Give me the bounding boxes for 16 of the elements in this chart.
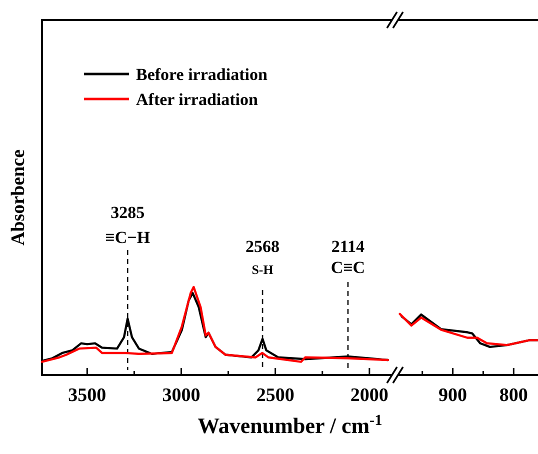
y-axis-title: Absorbence [8,149,29,246]
x-axis-title: Wavenumber / cm$^{-1}$ [198,412,382,438]
text: ≡C−H [105,228,150,247]
x-tick-label: 800 [499,385,528,406]
legend-label: After irradiation [136,90,259,109]
x-tick-label: 3500 [68,385,106,406]
text: 2114 [331,237,365,256]
text: C≡C [330,258,366,277]
x-tick-label: 900 [438,385,468,406]
text: 3285 [110,203,145,222]
x-tick-label: 2500 [256,385,294,406]
legend-label: Before irradiation [136,65,268,84]
x-tick-label: 2000 [350,385,388,406]
x-tick-label: 3000 [162,385,200,406]
text: 2568 [246,237,280,256]
text: S-H [252,262,274,277]
